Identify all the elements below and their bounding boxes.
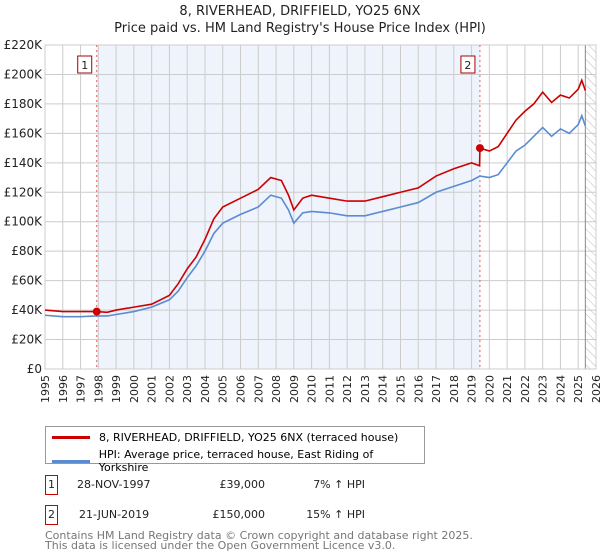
sale-label-box: [460, 55, 476, 74]
x-tick-label: 1995: [39, 375, 52, 403]
transaction-price: £39,000: [219, 478, 266, 491]
y-tick-label: £0: [27, 362, 42, 376]
sale-label: 1: [81, 59, 88, 72]
sale-point: [92, 307, 101, 316]
x-tick-label: 2018: [448, 375, 461, 403]
x-tick-label: 2000: [128, 375, 141, 403]
plot-border: [44, 44, 597, 370]
legend: 8, RIVERHEAD, DRIFFIELD, YO25 6NX (terra…: [45, 426, 425, 474]
x-tick-label: 2026: [590, 375, 600, 403]
x-tick-label: 2001: [146, 375, 159, 403]
chart-subtitle: Price paid vs. HM Land Registry's House …: [114, 21, 486, 36]
x-tick-label: 1998: [92, 375, 105, 403]
legend-item-hpi: HPI: Average price, terraced house, East…: [52, 448, 424, 474]
price-chart: 1995 1996 1997 1998 1999 2000 2001 2002 2003 2004…: [4, 38, 600, 403]
y-tick-label: £180K: [4, 97, 44, 111]
x-tick-label: 2002: [163, 375, 176, 403]
footer-line: Contains HM Land Registry data © Crown c…: [45, 529, 473, 542]
y-tick-label: £140K: [4, 156, 44, 170]
transaction-date: 21-JUN-2019: [79, 508, 150, 521]
x-tick-label: 2016: [412, 375, 425, 403]
y-tick-label: £220K: [4, 38, 44, 52]
x-tick-label: 2006: [235, 375, 248, 403]
transaction-date: 28-NOV-1997: [77, 478, 151, 491]
y-tick-label: £40K: [11, 303, 43, 317]
x-tick-label: 2024: [554, 375, 567, 403]
sale-point: [475, 144, 484, 153]
x-tick-label: 2008: [270, 375, 283, 403]
y-tick-label: £20K: [11, 333, 43, 347]
y-tick-label: £160K: [4, 126, 44, 140]
footer: Contains HM Land Registry data © Crown c…: [45, 529, 473, 552]
transaction-row: 2 21-JUN-2019 £150,000 15% ↑ HPI: [45, 505, 545, 525]
y-tick-label: £120K: [4, 185, 44, 199]
future-hatch: [585, 45, 596, 369]
chart-title: 8, RIVERHEAD, DRIFFIELD, YO25 6NX: [179, 4, 421, 19]
x-tick-label: 2011: [323, 375, 336, 403]
x-tick-label: 1997: [75, 375, 88, 403]
x-tick-label: 2020: [483, 375, 496, 403]
footer-line: This data is licensed under the Open Gov…: [45, 539, 396, 552]
x-tick-label: 1999: [110, 375, 123, 403]
sale-label-box: [77, 55, 93, 74]
sale-period-shade: [96, 45, 480, 369]
x-tick-label: 2007: [252, 375, 265, 403]
transaction-marker: 2: [45, 505, 58, 525]
hpi-line: [44, 113, 587, 318]
x-tick-label: 2009: [288, 375, 301, 403]
transaction-price: £150,000: [212, 508, 266, 521]
y-tick-label: £100K: [4, 215, 44, 229]
x-tick-label: 2014: [377, 375, 390, 403]
x-tick-label: 2005: [217, 375, 230, 403]
x-tick-label: 2025: [572, 375, 585, 403]
transaction-hpi: 7% ↑ HPI: [313, 478, 365, 491]
y-tick-label: £200K: [4, 67, 44, 81]
x-tick-label: 2012: [341, 375, 354, 403]
x-tick-label: 2023: [537, 375, 550, 403]
x-tick-label: 2010: [306, 375, 319, 403]
x-tick-label: 2017: [430, 375, 443, 403]
sale-label: 2: [464, 59, 471, 72]
x-tick-label: 2019: [466, 375, 479, 403]
transaction-marker: 1: [45, 475, 58, 495]
legend-label: HPI: Average price, terraced house, East…: [98, 448, 374, 474]
x-tick-label: 2013: [359, 375, 372, 403]
property-price-line: [44, 78, 587, 314]
x-tick-label: 2021: [501, 375, 514, 403]
x-tick-label: 1996: [57, 375, 70, 403]
legend-label: 8, RIVERHEAD, DRIFFIELD, YO25 6NX (terra…: [99, 431, 399, 444]
legend-item-property: 8, RIVERHEAD, DRIFFIELD, YO25 6NX (terra…: [52, 431, 398, 444]
y-tick-label: £60K: [11, 274, 43, 288]
x-tick-label: 2003: [181, 375, 194, 403]
x-tick-label: 2004: [199, 375, 212, 403]
transaction-hpi: 15% ↑ HPI: [306, 508, 365, 521]
y-tick-label: £80K: [11, 244, 43, 258]
x-tick-label: 2015: [394, 375, 407, 403]
transaction-row: 1 28-NOV-1997 £39,000 7% ↑ HPI: [45, 475, 545, 495]
x-tick-label: 2022: [519, 375, 532, 403]
